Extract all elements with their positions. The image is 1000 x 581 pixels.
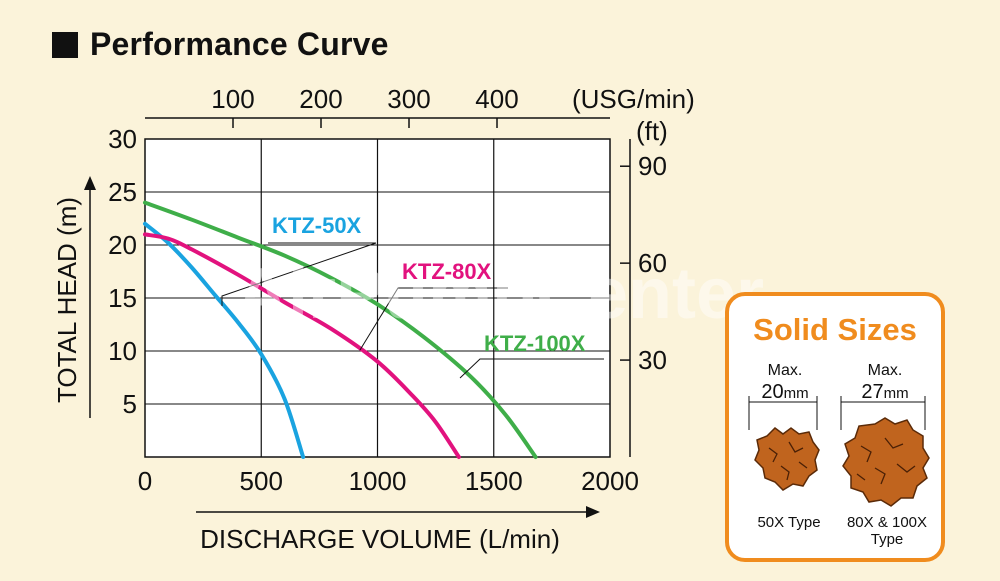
solid-80x-100x-icon: [842, 417, 930, 507]
series-line-ktz-50x: [143, 221, 306, 459]
y-tick-label: 30: [108, 124, 137, 154]
series-leader-line: [221, 242, 377, 306]
solid-type-label-50x: 50X Type: [757, 514, 821, 531]
top-axis-unit-label: (USG/min): [572, 84, 695, 114]
x-tick-label: 0: [138, 466, 152, 496]
solid-illustrations: [748, 396, 930, 507]
max-size-value: 27mm: [861, 381, 909, 403]
x-tick-label: 1500: [465, 466, 523, 496]
series-line-ktz-100x: [143, 200, 538, 459]
x-tick-label: 500: [240, 466, 283, 496]
series-label-ktz-80x: KTZ-80X: [402, 259, 492, 284]
solid-50x-icon: [754, 427, 820, 491]
top-axis-tick-label: 200: [299, 84, 342, 114]
watermark-text: AirPumpCenter: [236, 254, 764, 334]
series-line-ktz-80x: [143, 232, 461, 459]
y-tick-label: 15: [108, 283, 137, 313]
top-axis-tick-label: 400: [475, 84, 518, 114]
max-label: Max.: [867, 362, 903, 379]
y-axis-arrow-head: [84, 176, 96, 190]
series-label-ktz-50x: KTZ-50X: [272, 213, 362, 238]
right-axis-tick-label: 30: [638, 345, 667, 375]
max-label: Max.: [767, 362, 803, 379]
chart-title: Performance Curve: [90, 26, 389, 62]
title-bullet-square: [52, 31, 78, 58]
y-tick-label: 25: [108, 177, 137, 207]
chart-title-block: Performance Curve: [52, 26, 389, 63]
top-axis-tick-label: 100: [211, 84, 254, 114]
solid-size-80x-100x: Max. 27mm: [835, 362, 935, 406]
y-tick-label: 10: [108, 336, 137, 366]
right-axis-tick-label: 90: [638, 151, 667, 181]
right-axis-tick-label: 60: [638, 248, 667, 278]
x-axis-arrow-head: [586, 506, 600, 518]
y-axis-label: TOTAL HEAD (m): [52, 197, 82, 403]
top-axis-tick-label: 300: [387, 84, 430, 114]
right-axis-unit-label: (ft): [636, 116, 668, 146]
y-tick-label: 20: [108, 230, 137, 260]
series-leader-line: [359, 287, 508, 351]
x-tick-label: 1000: [349, 466, 407, 496]
x-axis-label: DISCHARGE VOLUME (L/min): [200, 524, 560, 554]
solid-type-label-80x-100x: 80X & 100X Type: [846, 514, 928, 548]
solid-size-50x: Max. 20mm: [735, 362, 835, 406]
max-size-value: 20mm: [761, 381, 809, 403]
solid-sizes-title: Solid Sizes: [753, 312, 917, 347]
solid-sizes-panel: Solid Sizes Max. 20mm Max. 27mm 50X Type…: [725, 292, 945, 562]
series-label-ktz-100x: KTZ-100X: [484, 331, 586, 356]
x-tick-label: 2000: [581, 466, 639, 496]
y-tick-label: 5: [123, 389, 137, 419]
series-leader-line: [459, 358, 604, 379]
